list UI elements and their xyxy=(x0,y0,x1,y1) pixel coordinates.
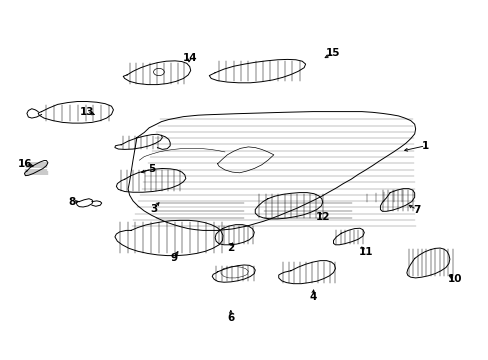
Polygon shape xyxy=(115,134,162,149)
Polygon shape xyxy=(38,102,113,123)
Text: 13: 13 xyxy=(80,107,94,117)
Text: 4: 4 xyxy=(308,292,316,302)
Text: 14: 14 xyxy=(182,53,197,63)
Polygon shape xyxy=(24,161,48,176)
Text: 16: 16 xyxy=(18,159,33,169)
Polygon shape xyxy=(278,261,335,284)
Text: 12: 12 xyxy=(315,212,329,222)
Text: 5: 5 xyxy=(148,164,155,174)
Polygon shape xyxy=(255,193,322,219)
Polygon shape xyxy=(116,168,185,192)
Polygon shape xyxy=(215,225,254,245)
Text: 10: 10 xyxy=(447,274,461,284)
Text: 11: 11 xyxy=(358,247,372,257)
Text: 15: 15 xyxy=(325,48,340,58)
Polygon shape xyxy=(123,61,190,85)
Polygon shape xyxy=(115,220,223,256)
Polygon shape xyxy=(333,228,364,245)
Text: 8: 8 xyxy=(69,197,76,207)
Polygon shape xyxy=(212,265,255,282)
Text: 9: 9 xyxy=(170,253,177,264)
Text: 2: 2 xyxy=(227,243,234,253)
Polygon shape xyxy=(76,199,93,207)
Text: 7: 7 xyxy=(412,204,420,215)
Polygon shape xyxy=(406,248,449,278)
Polygon shape xyxy=(209,59,305,83)
Polygon shape xyxy=(380,189,414,211)
Polygon shape xyxy=(128,112,415,230)
Text: 6: 6 xyxy=(227,312,234,323)
Text: 1: 1 xyxy=(421,141,428,151)
Text: 3: 3 xyxy=(150,204,157,214)
